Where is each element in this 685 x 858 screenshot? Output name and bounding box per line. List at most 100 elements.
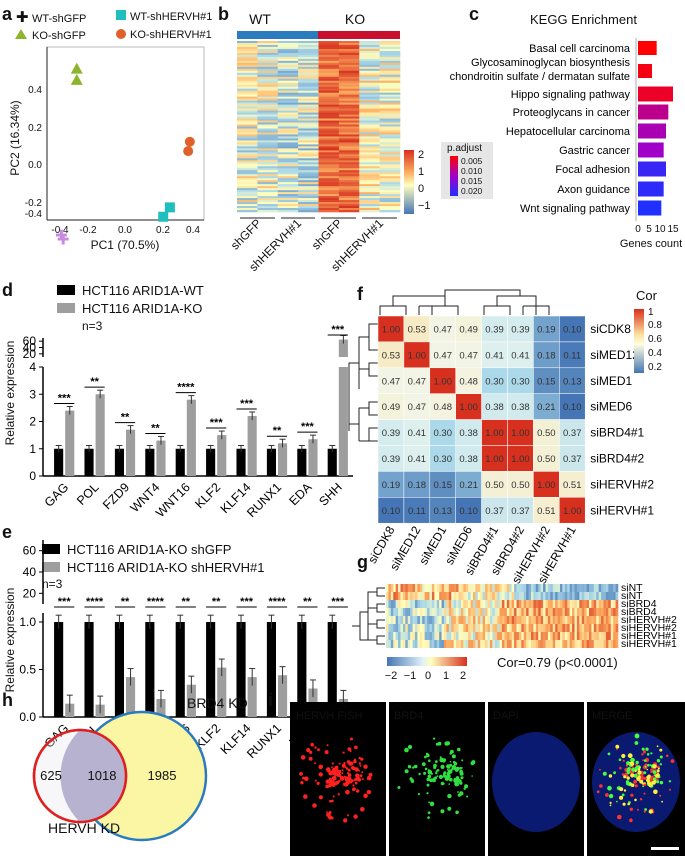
fish-dot <box>616 748 618 750</box>
heatmap-cell <box>379 112 401 115</box>
g-heat-cell <box>477 600 481 608</box>
corr-cell <box>377 445 405 472</box>
g-heat-cell <box>482 584 486 592</box>
heatmap-cell <box>359 184 380 187</box>
fish-dot <box>343 818 348 823</box>
g-heat-cell <box>509 616 512 624</box>
heatmap-cell <box>257 126 279 129</box>
heatmap-cell <box>298 168 319 171</box>
heatmap-cell <box>318 140 340 143</box>
g-heat-cell <box>506 632 510 640</box>
g-heat-cell <box>477 592 481 600</box>
heatmap-cell <box>257 208 279 211</box>
heatmap-cell <box>257 54 279 58</box>
g-heat-cell <box>596 600 599 608</box>
g-heat-cell <box>465 632 469 640</box>
heatmap-cell <box>298 64 319 68</box>
corr-value: 0.47 <box>459 350 478 361</box>
heatmap-cell <box>257 180 279 183</box>
g-heat-cell <box>473 592 476 600</box>
padjust-tick: 0.015 <box>461 176 483 186</box>
g-heat-cell <box>487 584 491 592</box>
heatmap-cell <box>359 156 380 159</box>
g-heat-cell <box>482 616 486 624</box>
heatmap-cell <box>379 64 401 68</box>
heatmap-cell <box>318 41 340 44</box>
g-heat-cell <box>557 640 561 648</box>
ytick: 4 <box>29 360 36 374</box>
panel-h-label: h <box>2 690 13 710</box>
heatmap-cell <box>237 52 258 56</box>
g-heat-cell <box>400 584 404 592</box>
heatmap-cell <box>359 158 380 161</box>
g-heat-cell <box>456 584 459 592</box>
g-heat-cell <box>456 624 459 632</box>
heatmap-cell <box>277 80 299 84</box>
g-heat-cell <box>422 592 425 600</box>
g-heat-cell <box>564 584 568 592</box>
g-heat-cell <box>569 592 573 600</box>
g-heat-cell <box>388 640 392 648</box>
g-heat-cell <box>444 584 447 592</box>
fish-dot <box>447 765 451 769</box>
heatmap-cell <box>359 64 380 68</box>
corr-cell <box>377 315 405 343</box>
g-heat-cell <box>579 632 583 640</box>
fish-dot <box>602 771 607 776</box>
heatmap-cell <box>237 170 258 173</box>
g-heat-cell <box>434 632 438 640</box>
g-heat-cell <box>550 592 554 600</box>
g-heat-cell <box>533 592 537 600</box>
kegg-bar <box>638 86 673 102</box>
g-heat-cell <box>545 616 549 624</box>
g-heat-cell <box>460 592 464 600</box>
heatmap-cell <box>237 154 258 157</box>
g-heat-cell <box>589 600 592 608</box>
g-heat-cell <box>550 632 554 640</box>
heatmap-cell <box>318 154 340 157</box>
corr-row-labels: siCDK8siMED12siMED1siMED6siBRD4#1siBRD4#… <box>590 322 654 517</box>
fish-dots <box>299 733 675 823</box>
g-heat-cell <box>579 616 583 624</box>
heatmap-cell <box>237 78 258 82</box>
g-heat-cell <box>550 600 554 608</box>
heatmap-cell <box>359 54 380 58</box>
heatmap-cell <box>379 48 401 52</box>
g-heat-cell <box>475 640 479 648</box>
heatmap-cell <box>338 70 360 74</box>
pca-point-KO-shGFP <box>70 73 83 85</box>
heatmap-cell <box>277 86 299 90</box>
heatmap-cell <box>359 42 380 46</box>
heatmap-cell <box>318 168 340 171</box>
g-heat-cell <box>468 640 471 648</box>
g-heat-cell <box>400 624 404 632</box>
heatmap-cell <box>298 160 319 163</box>
g-heat-cell <box>567 608 570 616</box>
heatmap-cell <box>237 74 258 78</box>
g-heat-cell <box>390 584 394 592</box>
g-heat-cell <box>535 584 539 592</box>
fish-dot <box>466 795 469 798</box>
significance: ** <box>303 596 312 608</box>
heatmap-cell <box>379 92 401 95</box>
heatmap-cell <box>277 50 299 54</box>
corr-value: 0.15 <box>537 376 556 387</box>
g-heat-cell <box>547 600 551 608</box>
fish-dot <box>433 737 436 740</box>
heatmap-cell <box>237 50 258 54</box>
g-heat-cell <box>613 608 616 616</box>
legend-wt-shgfp: WT-shGFP <box>32 13 86 25</box>
g-heat-cell <box>470 640 474 648</box>
g-heat-cell <box>475 584 479 592</box>
ytick: 40 <box>23 341 37 355</box>
g-heat-cell <box>410 632 413 640</box>
g-heat-cell <box>422 584 425 592</box>
heatmap-cell <box>379 186 401 189</box>
heatmap-cell <box>318 180 340 183</box>
g-heat-cell <box>460 600 464 608</box>
heatmap-cell <box>359 84 380 88</box>
g-heat-cell <box>593 584 597 592</box>
heatmap-cell <box>318 72 340 76</box>
fish-dot <box>436 775 439 778</box>
corr-cell <box>429 419 456 446</box>
